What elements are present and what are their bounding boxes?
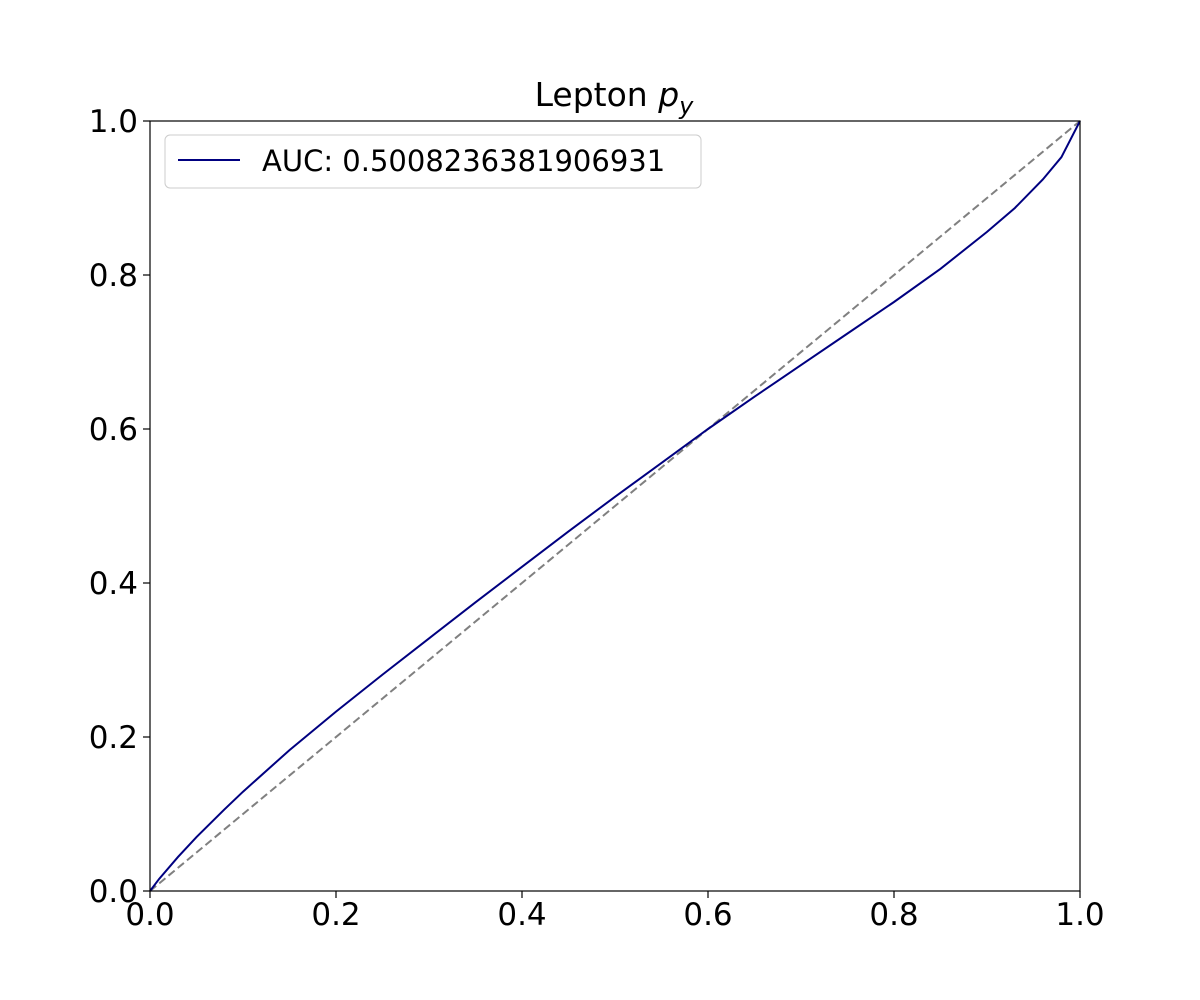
y-tick-label: 0.8: [89, 258, 138, 294]
x-tick-label: 0.2: [311, 897, 360, 933]
chance-diagonal-line: [149, 120, 1081, 892]
ticks-layer: 0.0 0.2 0.4 0.6 0.8 1.0 0.0 0.2 0.4 0.6 0.8 1.0: [89, 104, 1105, 933]
series-layer: [149, 120, 1081, 892]
plot-frame: [149, 120, 1081, 892]
x-tick-label: 0.0: [125, 897, 174, 933]
legend-label: AUC: 0.5008236381906931: [262, 144, 665, 178]
y-tick-label: 0.4: [89, 566, 138, 602]
x-tick-label: 0.8: [869, 897, 918, 933]
roc-curve-line: [149, 120, 1081, 892]
x-tick-label: 0.6: [683, 897, 732, 933]
y-tick-label: 1.0: [89, 104, 138, 140]
y-tick-label: 0.2: [89, 720, 138, 756]
chart-title: Lepton py: [535, 75, 695, 120]
legend-box: [164, 134, 702, 189]
x-tick-label: 0.4: [497, 897, 546, 933]
legend: AUC: 0.5008236381906931: [164, 134, 702, 189]
y-tick-label: 0.0: [89, 874, 138, 910]
y-tick-label: 0.6: [89, 412, 138, 448]
x-tick-label: 1.0: [1055, 897, 1104, 933]
